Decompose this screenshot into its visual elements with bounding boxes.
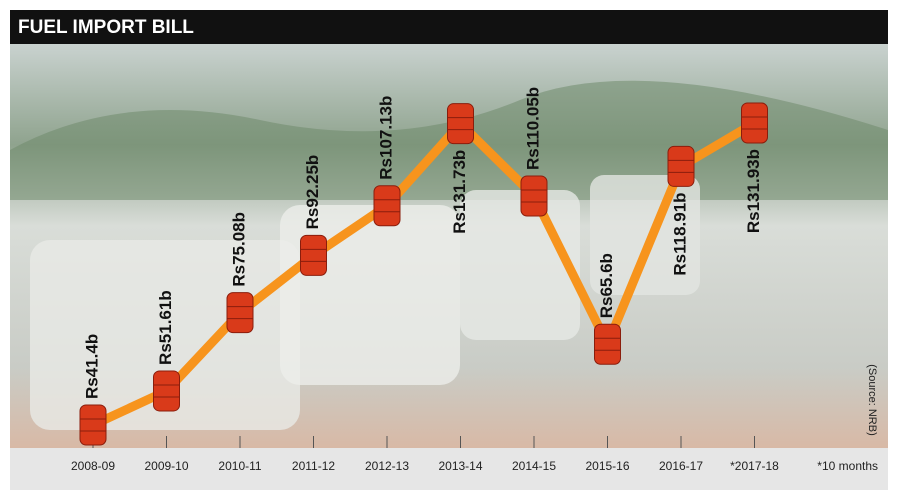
value-label: Rs118.91b — [670, 192, 689, 275]
barrel — [741, 102, 768, 144]
x-tick-label: 2014-15 — [512, 459, 556, 473]
x-tick-label: 2010-11 — [218, 459, 261, 473]
barrel — [373, 185, 401, 227]
barrel — [667, 145, 695, 187]
value-label: Rs92.25b — [303, 155, 322, 230]
barrel — [300, 234, 327, 276]
barrel — [226, 292, 254, 334]
value-label: Rs65.6b — [597, 253, 616, 318]
value-label: Rs131.93b — [744, 149, 763, 233]
x-tick-label: 2015-16 — [585, 459, 629, 473]
x-tick-label: 2011-12 — [292, 459, 335, 473]
source: (Source: NRB) — [866, 364, 878, 436]
value-label: Rs131.73b — [450, 150, 469, 234]
barrel — [153, 370, 180, 412]
x-tick-label: 2009-10 — [144, 459, 188, 473]
barrel — [79, 404, 107, 446]
barrel — [520, 175, 548, 217]
axis-band — [10, 448, 888, 490]
value-label: Rs107.13b — [376, 96, 395, 180]
value-label: Rs51.61b — [156, 290, 175, 365]
x-tick-label: 2016-17 — [659, 459, 703, 473]
barrel — [447, 103, 474, 145]
value-label: Rs75.08b — [229, 212, 248, 287]
value-label: Rs41.4b — [82, 334, 101, 399]
x-tick-label: 2012-13 — [365, 459, 409, 473]
tank — [30, 240, 300, 430]
title-bar — [10, 10, 888, 44]
x-tick-label: 2013-14 — [438, 459, 482, 473]
tank — [460, 190, 580, 340]
x-tick-label: *2017-18 — [730, 459, 779, 473]
value-label: Rs110.05b — [523, 87, 542, 170]
footnote: *10 months — [817, 459, 878, 473]
line — [91, 119, 757, 430]
x-tick-label: 2008-09 — [71, 459, 115, 473]
barrel — [594, 323, 621, 365]
tank — [590, 175, 700, 295]
chart-title: FUEL IMPORT BILL — [18, 17, 194, 38]
tank — [280, 205, 460, 385]
